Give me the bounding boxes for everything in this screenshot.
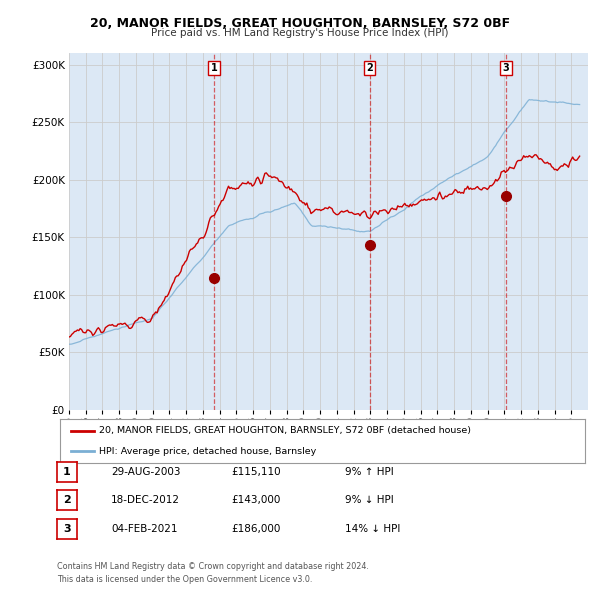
Text: 04-FEB-2021: 04-FEB-2021 [111, 524, 178, 533]
Text: 3: 3 [63, 524, 71, 533]
Text: 1: 1 [63, 467, 71, 477]
Text: HPI: Average price, detached house, Barnsley: HPI: Average price, detached house, Barn… [100, 447, 317, 455]
Text: 9% ↓ HPI: 9% ↓ HPI [345, 496, 394, 505]
Text: £143,000: £143,000 [231, 496, 280, 505]
Text: 14% ↓ HPI: 14% ↓ HPI [345, 524, 400, 533]
Text: 3: 3 [502, 63, 509, 73]
Text: 2: 2 [367, 63, 373, 73]
Text: 18-DEC-2012: 18-DEC-2012 [111, 496, 180, 505]
Text: 29-AUG-2003: 29-AUG-2003 [111, 467, 181, 477]
Text: 20, MANOR FIELDS, GREAT HOUGHTON, BARNSLEY, S72 0BF: 20, MANOR FIELDS, GREAT HOUGHTON, BARNSL… [90, 17, 510, 30]
Text: 9% ↑ HPI: 9% ↑ HPI [345, 467, 394, 477]
Text: Contains HM Land Registry data © Crown copyright and database right 2024.
This d: Contains HM Land Registry data © Crown c… [57, 562, 369, 584]
Text: 20, MANOR FIELDS, GREAT HOUGHTON, BARNSLEY, S72 0BF (detached house): 20, MANOR FIELDS, GREAT HOUGHTON, BARNSL… [100, 427, 472, 435]
Text: £115,110: £115,110 [231, 467, 281, 477]
Text: Price paid vs. HM Land Registry's House Price Index (HPI): Price paid vs. HM Land Registry's House … [151, 28, 449, 38]
Text: £186,000: £186,000 [231, 524, 280, 533]
Text: 1: 1 [211, 63, 217, 73]
Text: 2: 2 [63, 496, 71, 505]
